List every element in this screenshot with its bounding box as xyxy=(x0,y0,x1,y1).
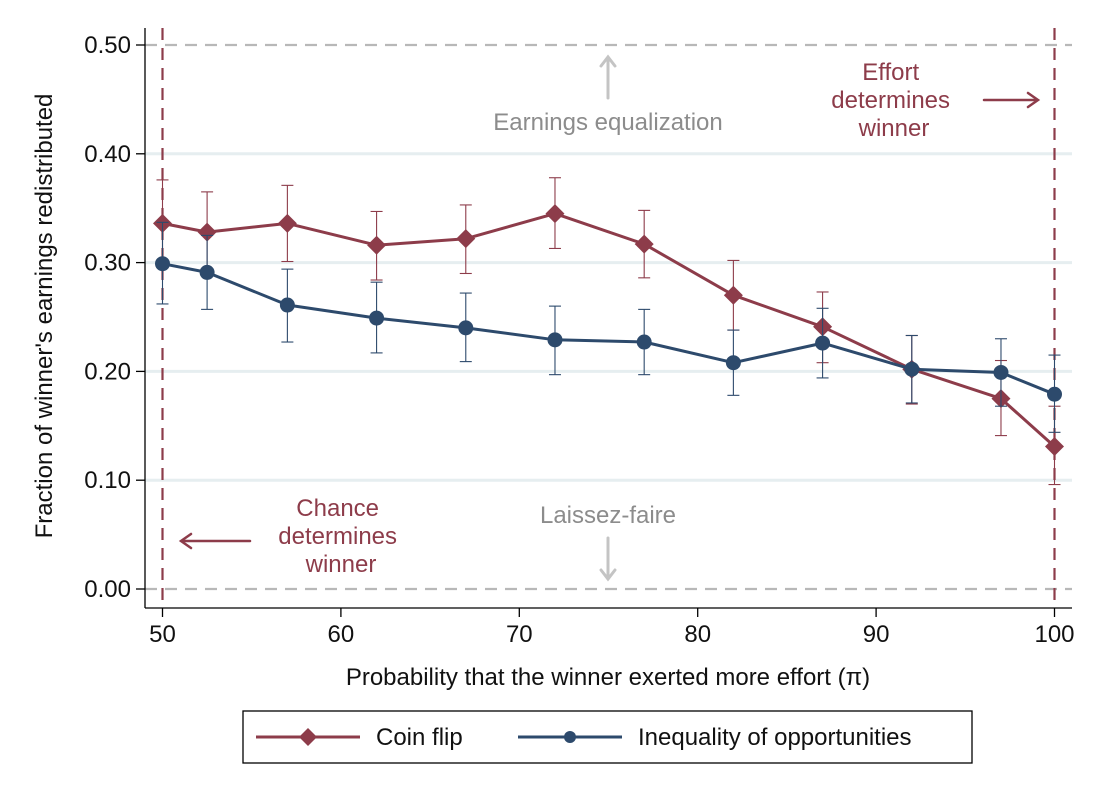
point-0-5 xyxy=(545,204,565,224)
annotation-chance-line-2: determines xyxy=(278,523,397,550)
x-tick-label-4: 90 xyxy=(863,621,890,648)
annotation-chance: Chance determines winner xyxy=(278,495,403,578)
point-1-3 xyxy=(369,310,385,326)
annotation-chance-line-3: winner xyxy=(305,551,377,578)
arrow-left-icon xyxy=(178,532,252,550)
point-1-4 xyxy=(458,320,474,336)
arrow-up-icon xyxy=(599,54,617,100)
x-tick-label-2: 70 xyxy=(506,621,533,648)
legend-marker-coin-flip xyxy=(299,728,317,746)
annotation-effort-line-3: winner xyxy=(858,115,930,142)
annotation-effort: Effort determines winner xyxy=(831,59,956,142)
arrow-right-icon xyxy=(982,91,1041,109)
point-0-11 xyxy=(1045,436,1064,456)
point-0-7 xyxy=(723,285,743,305)
x-ticks: 50 60 70 80 90 100 xyxy=(149,608,1075,648)
point-0-6 xyxy=(634,234,654,254)
series xyxy=(153,177,1064,486)
series-line-1 xyxy=(162,262,1056,396)
y-tick-label-0: 0.00 xyxy=(84,576,131,603)
annotation-chance-line-1: Chance xyxy=(296,495,379,522)
annotation-laissez-faire: Laissez-faire xyxy=(540,502,676,529)
point-1-9 xyxy=(904,361,920,377)
point-1-11 xyxy=(1047,386,1062,402)
point-0-1 xyxy=(197,222,217,242)
axes xyxy=(144,28,1072,609)
point-1-2 xyxy=(279,297,295,313)
point-1-6 xyxy=(636,334,652,350)
legend-marker-inequality xyxy=(564,731,576,743)
y-tick-label-1: 0.10 xyxy=(84,467,131,494)
y-tick-label-2: 0.20 xyxy=(84,358,131,385)
annotation-earnings-equalization: Earnings equalization xyxy=(493,109,723,136)
y-tick-label-3: 0.30 xyxy=(84,250,131,277)
x-axis-label: Probability that the winner exerted more… xyxy=(346,664,870,691)
point-1-0 xyxy=(155,256,170,272)
point-1-1 xyxy=(199,264,215,280)
x-tick-label-3: 80 xyxy=(684,621,711,648)
point-1-5 xyxy=(547,332,563,348)
point-1-10 xyxy=(993,364,1009,380)
legend: Coin flip Inequality of opportunities xyxy=(242,710,973,764)
legend-label-coin-flip: Coin flip xyxy=(376,724,463,751)
grid-lines xyxy=(145,152,1072,482)
legend-label-inequality: Inequality of opportunities xyxy=(638,724,912,751)
x-tick-label-1: 60 xyxy=(328,621,355,648)
y-ticks: 0.00 0.10 0.20 0.30 0.40 0.50 xyxy=(84,32,145,603)
series-1 xyxy=(155,221,1062,433)
annotations: Earnings equalization Laissez-faire Chan… xyxy=(178,54,1041,582)
x-tick-label-0: 50 xyxy=(149,621,176,648)
annotation-effort-line-2: determines xyxy=(831,87,950,114)
x-tick-label-5: 100 xyxy=(1034,621,1074,648)
series-0 xyxy=(153,177,1064,486)
annotation-effort-line-1: Effort xyxy=(862,59,919,86)
point-0-4 xyxy=(456,229,476,249)
reference-lines xyxy=(145,28,1072,608)
point-0-2 xyxy=(277,213,297,233)
point-0-3 xyxy=(367,235,387,255)
arrow-down-icon xyxy=(599,536,617,582)
point-1-8 xyxy=(815,335,831,351)
y-tick-label-4: 0.40 xyxy=(84,141,131,168)
series-line-0 xyxy=(162,212,1056,448)
point-1-7 xyxy=(725,355,741,371)
y-axis-label: Fraction of winner's earnings redistribu… xyxy=(31,94,58,539)
y-tick-label-5: 0.50 xyxy=(84,32,131,59)
